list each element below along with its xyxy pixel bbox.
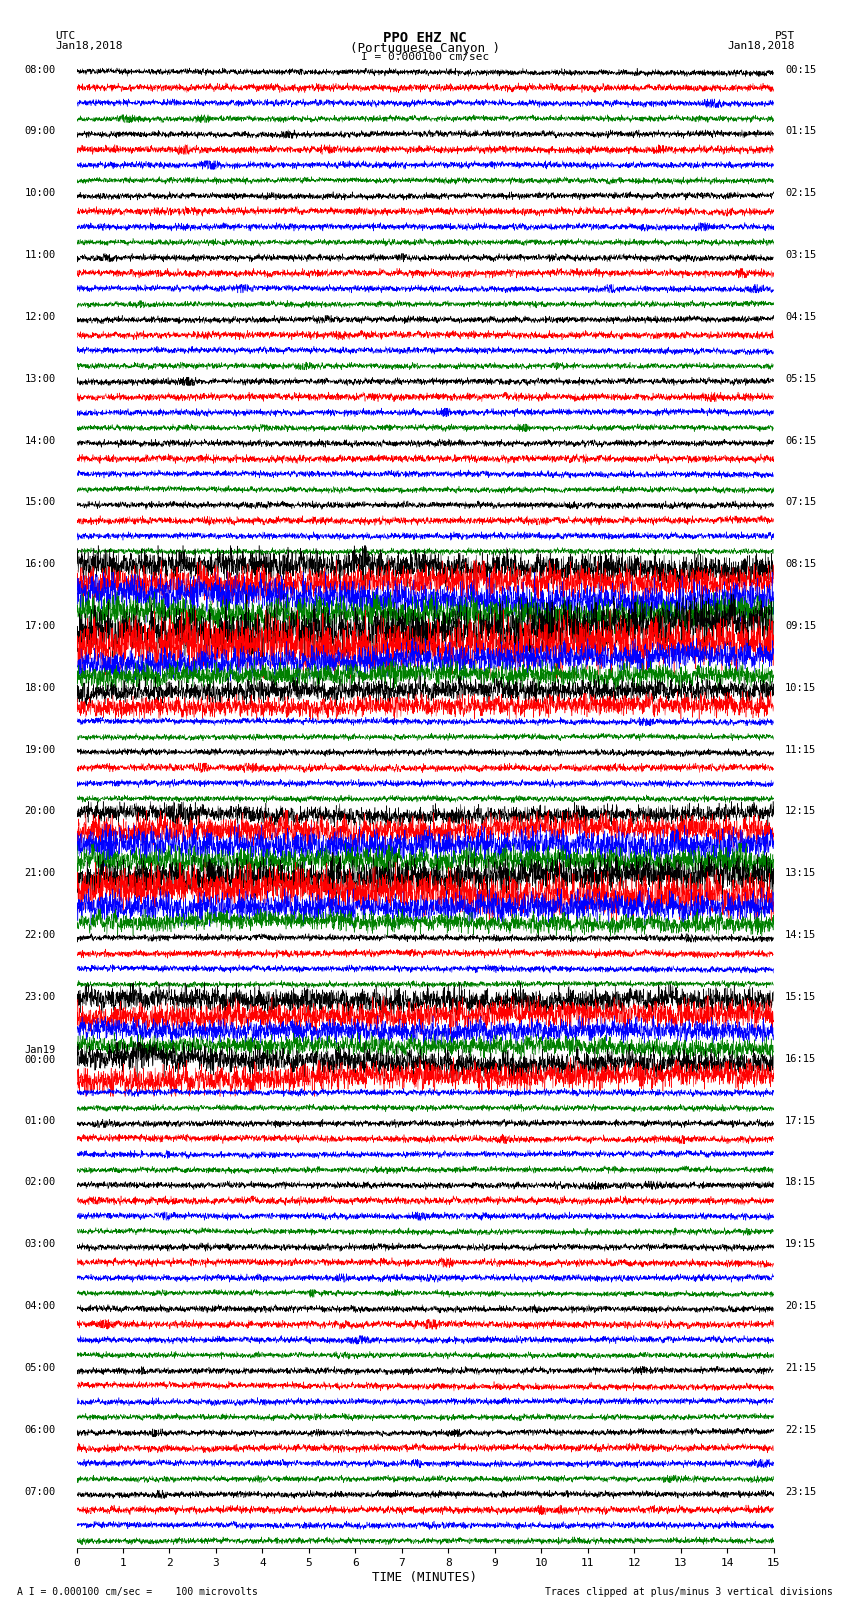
Text: Jan18,2018: Jan18,2018 (55, 40, 122, 52)
Text: 09:15: 09:15 (785, 621, 816, 631)
Text: 16:00: 16:00 (25, 560, 55, 569)
Text: 18:15: 18:15 (785, 1177, 816, 1187)
Text: 00:15: 00:15 (785, 65, 816, 74)
Text: 03:00: 03:00 (25, 1239, 55, 1250)
Text: 15:15: 15:15 (785, 992, 816, 1002)
Text: 15:00: 15:00 (25, 497, 55, 508)
Text: 22:00: 22:00 (25, 931, 55, 940)
Text: UTC: UTC (55, 31, 76, 42)
Text: 00:00: 00:00 (25, 1055, 55, 1065)
Text: A I = 0.000100 cm/sec =    100 microvolts: A I = 0.000100 cm/sec = 100 microvolts (17, 1587, 258, 1597)
Text: 07:15: 07:15 (785, 497, 816, 508)
Text: 19:00: 19:00 (25, 745, 55, 755)
Text: 01:15: 01:15 (785, 126, 816, 137)
Text: Traces clipped at plus/minus 3 vertical divisions: Traces clipped at plus/minus 3 vertical … (545, 1587, 833, 1597)
Text: I = 0.000100 cm/sec: I = 0.000100 cm/sec (361, 52, 489, 63)
Text: 13:00: 13:00 (25, 374, 55, 384)
Text: 17:00: 17:00 (25, 621, 55, 631)
Text: (Portuguese Canyon ): (Portuguese Canyon ) (350, 42, 500, 55)
Text: 08:15: 08:15 (785, 560, 816, 569)
Text: 21:00: 21:00 (25, 868, 55, 879)
Text: PST: PST (774, 31, 795, 42)
Text: 12:15: 12:15 (785, 806, 816, 816)
Text: 10:15: 10:15 (785, 682, 816, 694)
Text: 05:00: 05:00 (25, 1363, 55, 1373)
Text: 19:15: 19:15 (785, 1239, 816, 1250)
Text: Jan18,2018: Jan18,2018 (728, 40, 795, 52)
Text: 03:15: 03:15 (785, 250, 816, 260)
Text: 14:00: 14:00 (25, 436, 55, 445)
Text: 05:15: 05:15 (785, 374, 816, 384)
Text: 07:00: 07:00 (25, 1487, 55, 1497)
Text: 09:00: 09:00 (25, 126, 55, 137)
Text: Jan19: Jan19 (25, 1045, 55, 1055)
Text: 02:15: 02:15 (785, 189, 816, 198)
Text: 08:00: 08:00 (25, 65, 55, 74)
Text: 14:15: 14:15 (785, 931, 816, 940)
Text: 23:15: 23:15 (785, 1487, 816, 1497)
Text: 22:15: 22:15 (785, 1424, 816, 1436)
Text: 04:00: 04:00 (25, 1302, 55, 1311)
Text: 12:00: 12:00 (25, 311, 55, 323)
Text: 11:00: 11:00 (25, 250, 55, 260)
Text: PPO EHZ NC: PPO EHZ NC (383, 31, 467, 45)
Text: 20:00: 20:00 (25, 806, 55, 816)
Text: 17:15: 17:15 (785, 1116, 816, 1126)
Text: 06:00: 06:00 (25, 1424, 55, 1436)
Text: 13:15: 13:15 (785, 868, 816, 879)
Text: 23:00: 23:00 (25, 992, 55, 1002)
Text: 04:15: 04:15 (785, 311, 816, 323)
Text: 06:15: 06:15 (785, 436, 816, 445)
Text: 18:00: 18:00 (25, 682, 55, 694)
Text: 11:15: 11:15 (785, 745, 816, 755)
Text: 10:00: 10:00 (25, 189, 55, 198)
Text: 01:00: 01:00 (25, 1116, 55, 1126)
X-axis label: TIME (MINUTES): TIME (MINUTES) (372, 1571, 478, 1584)
Text: 20:15: 20:15 (785, 1302, 816, 1311)
Text: 16:15: 16:15 (785, 1053, 816, 1065)
Text: 21:15: 21:15 (785, 1363, 816, 1373)
Text: 02:00: 02:00 (25, 1177, 55, 1187)
